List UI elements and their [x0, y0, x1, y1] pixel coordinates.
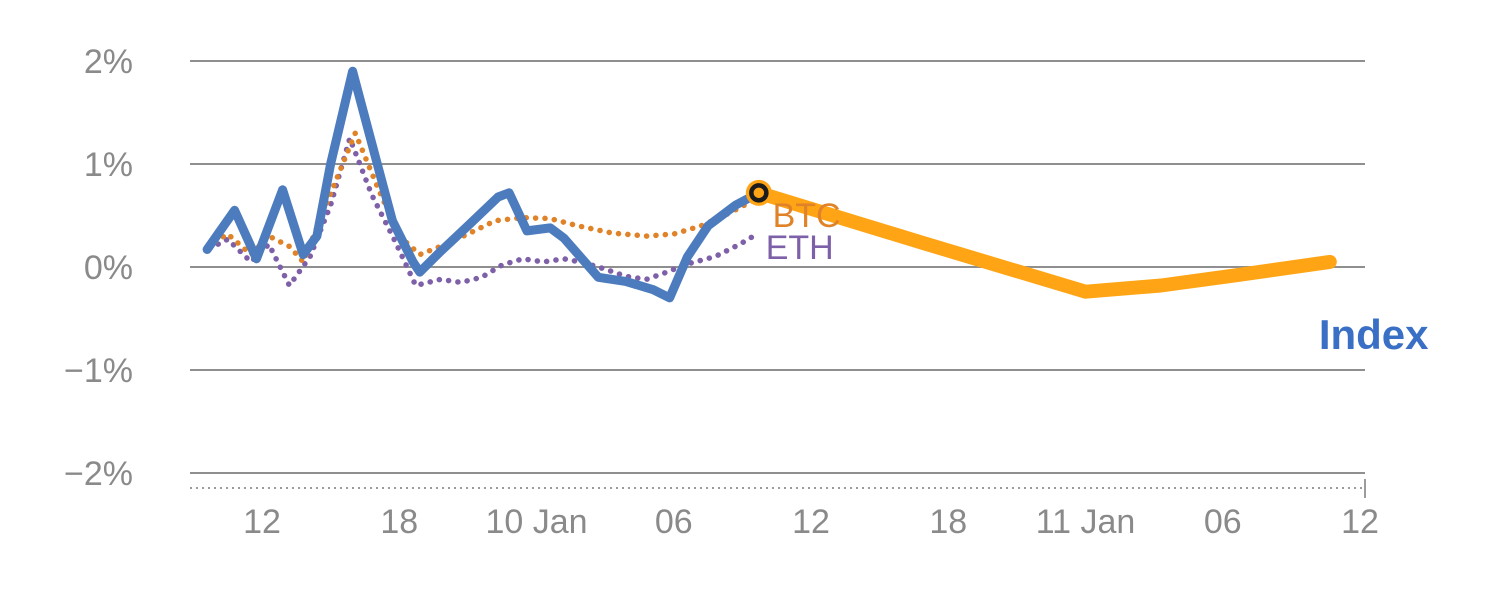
x-tick-label: 12 [792, 503, 830, 541]
gridlines-group: 2% 1% 0% −1% −2% [64, 43, 1365, 493]
x-tick-label: 06 [1204, 503, 1242, 541]
y-tick-label: 0% [84, 249, 133, 287]
x-tick-label: 11 Jan [1036, 503, 1136, 541]
y-tick-label: −1% [64, 352, 133, 390]
series-index-projection-line [751, 185, 1337, 299]
series-index-line [202, 66, 764, 303]
y-tick-label: 1% [84, 146, 133, 184]
y-tick-label: 2% [84, 43, 133, 81]
x-tick-label: 10 Jan [485, 503, 587, 541]
x-tick-label: 12 [1341, 503, 1379, 541]
x-tick-label: 12 [243, 503, 281, 541]
series-group [202, 66, 1337, 303]
btc-line-label: BTC [773, 197, 841, 235]
index-line-label: Index [1319, 311, 1429, 358]
x-tick-label: 18 [929, 503, 967, 541]
eth-line-label: ETH [766, 229, 834, 267]
x-tick-label: 06 [655, 503, 693, 541]
x-axis-group: 12 18 10 Jan 06 12 18 11 Jan 06 12 [190, 479, 1379, 541]
x-tick-label: 18 [380, 503, 418, 541]
current-point-marker-ring [749, 183, 769, 203]
y-tick-label: −2% [64, 455, 133, 493]
